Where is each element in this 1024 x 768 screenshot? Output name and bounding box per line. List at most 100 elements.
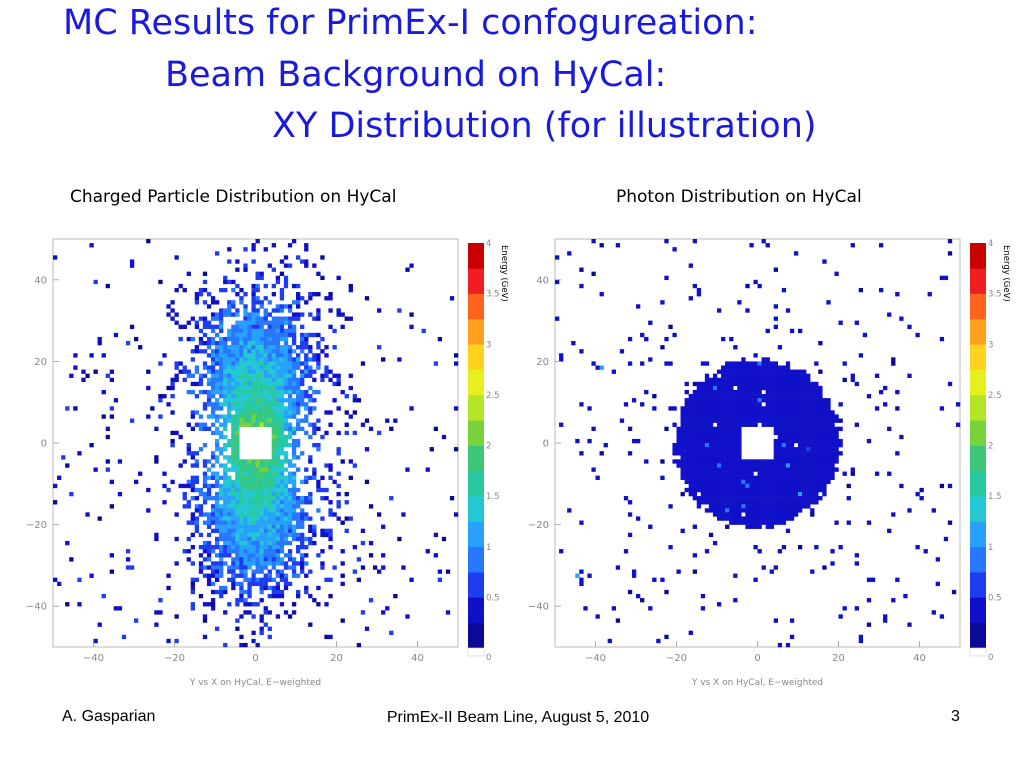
- heatmap-cell: [640, 598, 645, 603]
- heatmap-cell: [850, 373, 855, 378]
- heatmap-cell: [255, 504, 260, 509]
- heatmap-cell: [271, 475, 276, 480]
- heatmap-cell: [814, 451, 819, 456]
- heatmap-cell: [753, 414, 758, 419]
- heatmap-cell: [239, 496, 244, 501]
- heatmap-cell: [243, 573, 248, 578]
- heatmap-cell: [231, 304, 236, 309]
- heatmap-cell: [733, 504, 738, 509]
- heatmap-cell: [737, 414, 742, 419]
- heatmap-cell: [717, 459, 722, 464]
- heatmap-cell: [712, 463, 718, 468]
- heatmap-cell: [640, 402, 645, 407]
- colorbar-tick-label: 2: [988, 442, 993, 452]
- heatmap-cell: [239, 373, 244, 378]
- heatmap-cell: [227, 414, 232, 419]
- heatmap-cell: [749, 406, 754, 411]
- heatmap-cell: [316, 418, 321, 423]
- heatmap-cell: [769, 361, 774, 366]
- heatmap-cell: [259, 463, 264, 468]
- heatmap-cell: [259, 402, 264, 407]
- heatmap-cell: [235, 536, 240, 542]
- heatmap-cell: [733, 438, 738, 444]
- heatmap-cell: [275, 398, 281, 403]
- heatmap-cell: [328, 296, 333, 301]
- heatmap-cell: [793, 467, 799, 472]
- heatmap-cell: [296, 589, 301, 595]
- heatmap-cell: [251, 463, 256, 468]
- heatmap-cell: [283, 414, 289, 419]
- heatmap-cell: [777, 508, 783, 513]
- heatmap-cell: [567, 508, 572, 513]
- heatmap-cell: [279, 434, 285, 440]
- heatmap-cell: [239, 328, 244, 334]
- heatmap-cell: [247, 557, 252, 562]
- heatmap-cell: [712, 483, 718, 489]
- heatmap-cell: [785, 508, 791, 513]
- heatmap-cell: [757, 365, 762, 370]
- heatmap-cell: [215, 414, 220, 419]
- heatmap-cell: [275, 353, 281, 358]
- heatmap-cell: [239, 414, 244, 419]
- heatmap-cell: [806, 438, 811, 444]
- heatmap-cell: [231, 336, 236, 342]
- heatmap-cell: [579, 581, 584, 587]
- heatmap-cell: [684, 381, 689, 387]
- heatmap-cell: [757, 377, 762, 383]
- heatmap-cell: [316, 357, 321, 362]
- heatmap-cell: [247, 349, 252, 354]
- heatmap-cell: [198, 292, 204, 297]
- heatmap-cell: [802, 430, 807, 436]
- heatmap-cell: [717, 430, 722, 436]
- heatmap-cell: [215, 438, 220, 444]
- heatmap-cell: [251, 561, 256, 566]
- heatmap-cell: [247, 479, 252, 485]
- heatmap-cell: [223, 426, 228, 432]
- heatmap-cell: [733, 508, 738, 513]
- heatmap-cell: [267, 418, 272, 423]
- heatmap-cell: [822, 491, 827, 497]
- heatmap-cell: [255, 569, 260, 574]
- heatmap-cell: [231, 451, 236, 456]
- heatmap-cell: [210, 341, 216, 346]
- heatmap-cell: [737, 402, 742, 407]
- heatmap-cell: [283, 369, 289, 374]
- heatmap-cell: [907, 622, 912, 627]
- heatmap-cell: [190, 389, 195, 395]
- heatmap-cell: [360, 610, 366, 615]
- heatmap-cell: [781, 398, 787, 403]
- heatmap-cell: [708, 430, 714, 436]
- heatmap-cell: [798, 381, 803, 387]
- heatmap-cell: [814, 394, 819, 399]
- heatmap-cell: [421, 328, 426, 334]
- colorbar-segment: [970, 344, 986, 370]
- heatmap-cell: [725, 491, 730, 497]
- heatmap-cell: [255, 565, 260, 570]
- heatmap-cell: [789, 487, 795, 493]
- heatmap-cell: [53, 483, 58, 489]
- heatmap-cell: [721, 377, 726, 383]
- heatmap-cell: [231, 418, 236, 423]
- colorbar-label: Energy (GeV): [499, 245, 508, 302]
- heatmap-cell: [356, 557, 362, 562]
- heatmap-cell: [749, 381, 754, 387]
- heatmap-cell: [97, 516, 102, 521]
- heatmap-cell: [300, 418, 305, 423]
- colorbar-segment: [468, 546, 484, 573]
- heatmap-cell: [729, 418, 734, 423]
- heatmap-cell: [680, 414, 685, 419]
- heatmap-cell: [259, 618, 264, 623]
- footer-author: A. Gasparian: [62, 708, 156, 725]
- heatmap-cell: [822, 414, 827, 419]
- heatmap-cell: [688, 414, 693, 419]
- heatmap-cell: [818, 487, 823, 493]
- heatmap-cell: [247, 406, 252, 411]
- heatmap-cell: [186, 549, 191, 554]
- heatmap-cell: [749, 377, 754, 383]
- heatmap-cell: [806, 467, 811, 472]
- heatmap-cell: [785, 373, 791, 378]
- heatmap-cell: [721, 504, 726, 509]
- heatmap-cell: [296, 532, 301, 538]
- heatmap-cell: [178, 369, 183, 374]
- heatmap-cell: [291, 536, 297, 542]
